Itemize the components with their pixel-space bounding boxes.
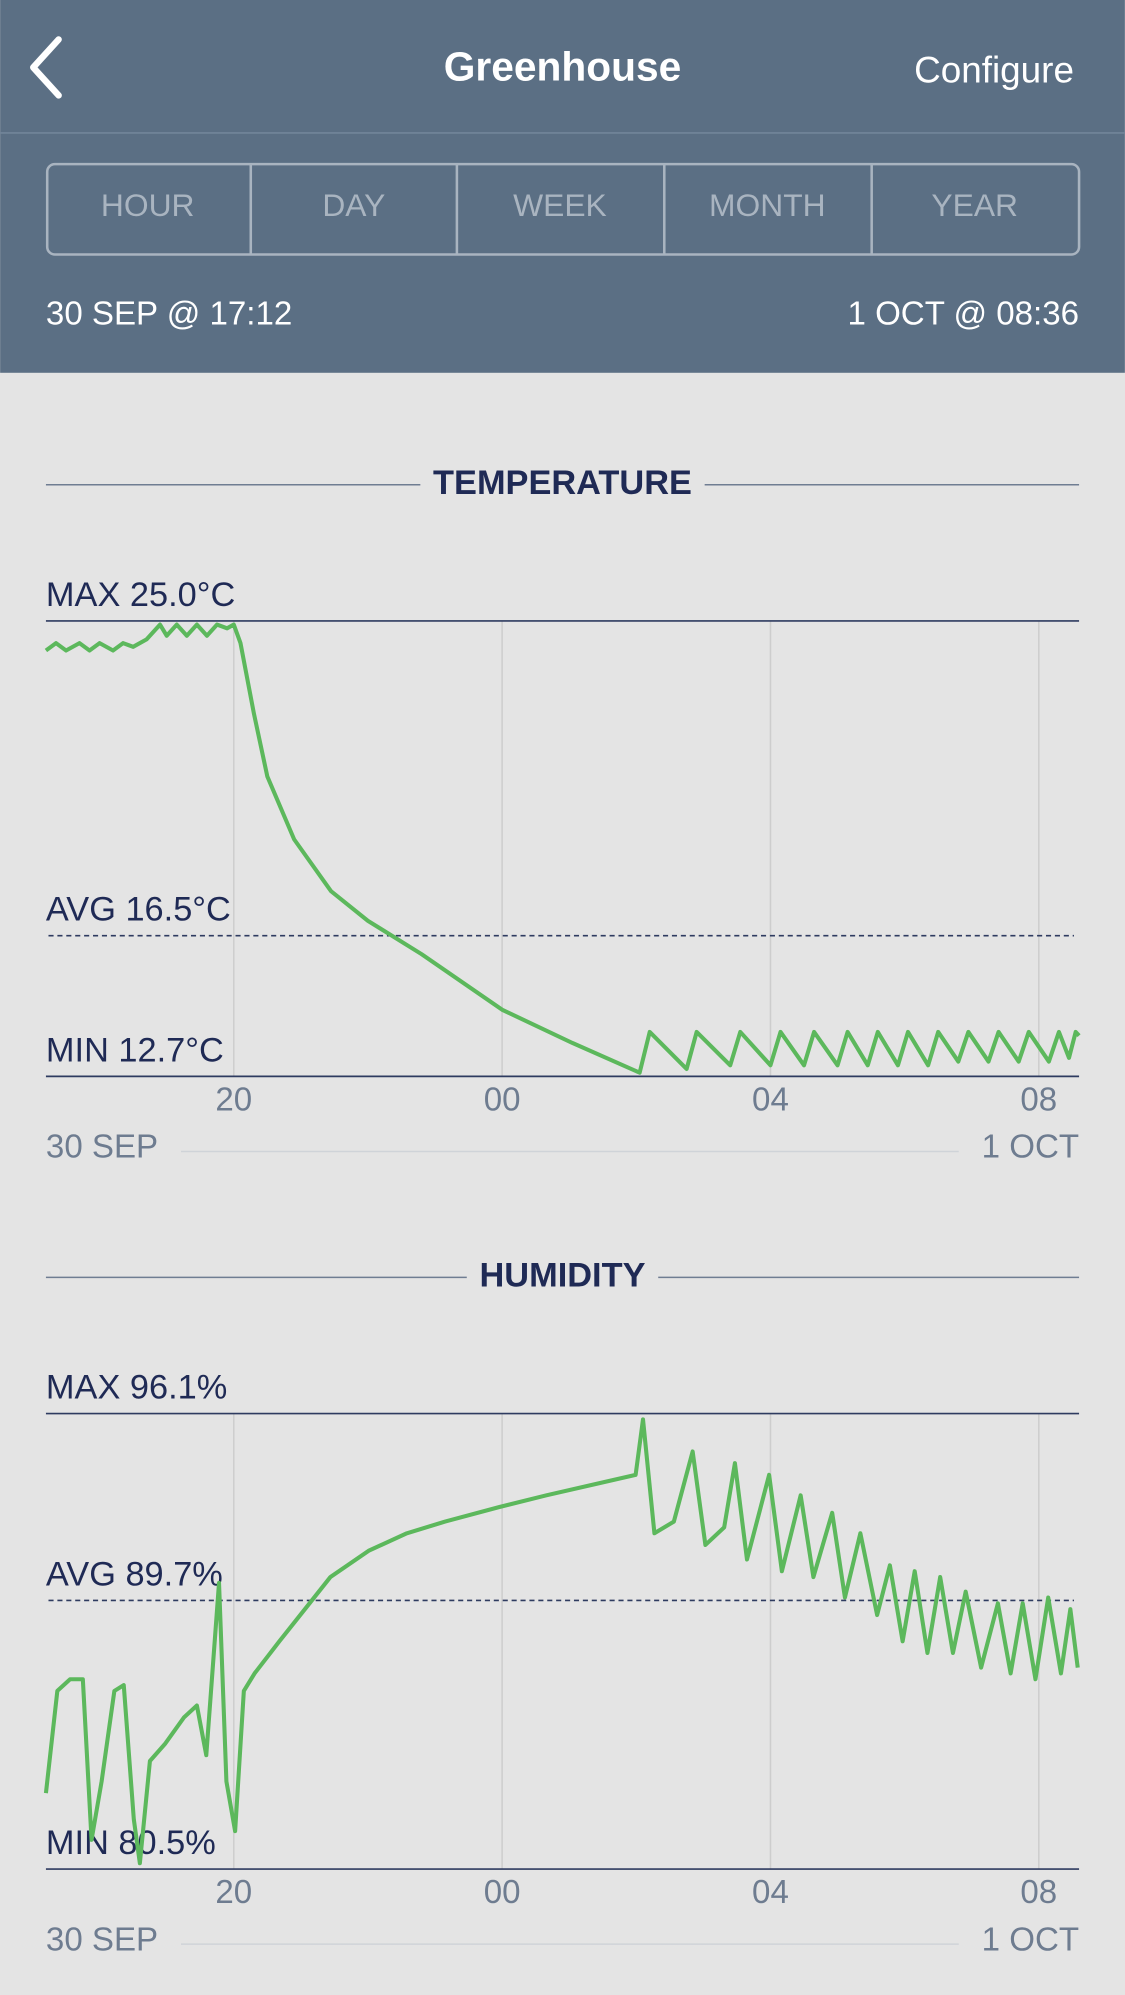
limit-label: MAX 96.1% <box>46 1368 227 1406</box>
x-tick-label: 20 <box>215 1874 252 1911</box>
tab[interactable]: HOUR <box>101 187 195 223</box>
range-start: 30 SEP @ 17:12 <box>46 295 292 332</box>
header-bar <box>0 0 1125 373</box>
tab[interactable]: WEEK <box>513 187 607 223</box>
limit-label: MIN 80.5% <box>46 1824 216 1862</box>
average-label: AVG 89.7% <box>46 1555 223 1593</box>
end-date: 1 OCT <box>982 1129 1079 1166</box>
screen-title: Greenhouse <box>444 44 682 90</box>
data-line <box>44 622 1081 1075</box>
limit-label: MIN 12.7°C <box>46 1031 224 1069</box>
section-title: TEMPERATURE <box>433 464 692 502</box>
start-date: 30 SEP <box>46 1921 158 1958</box>
end-date: 1 OCT <box>982 1921 1079 1958</box>
x-tick-label: 04 <box>752 1082 789 1119</box>
x-tick-label: 08 <box>1020 1874 1057 1911</box>
data-line <box>43 1417 1080 1866</box>
x-tick-label: 08 <box>1020 1082 1057 1119</box>
start-date: 30 SEP <box>46 1129 158 1166</box>
x-tick-label: 00 <box>484 1082 521 1119</box>
tab-frame <box>45 162 1081 256</box>
x-tick-label: 00 <box>484 1874 521 1911</box>
back-button[interactable] <box>30 36 62 99</box>
tab[interactable]: YEAR <box>931 187 1018 223</box>
range-end: 1 OCT @ 08:36 <box>848 295 1080 332</box>
section-title: HUMIDITY <box>480 1256 646 1294</box>
limit-label: MAX 25.0°C <box>46 576 235 614</box>
period-tabs: HOUR DAY WEEK MONTH YEAR <box>45 162 1081 256</box>
tab[interactable]: MONTH <box>709 187 826 223</box>
configure-button[interactable]: Configure <box>914 49 1074 90</box>
tab[interactable]: DAY <box>322 187 385 223</box>
average-label: AVG 16.5°C <box>46 891 231 929</box>
x-tick-label: 20 <box>215 1082 252 1119</box>
x-tick-label: 04 <box>752 1874 789 1911</box>
